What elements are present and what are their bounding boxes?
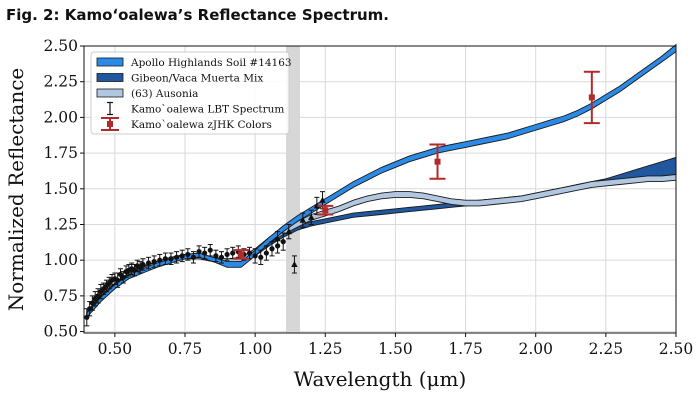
telluric-band bbox=[286, 46, 301, 333]
y-axis-label: Normalized Reflectance bbox=[4, 68, 28, 311]
lbt-point bbox=[213, 253, 219, 259]
lbt-point bbox=[269, 246, 275, 252]
lbt-point bbox=[115, 277, 121, 283]
lbt-point bbox=[246, 250, 253, 256]
lbt-point bbox=[95, 293, 101, 299]
y-tick-label: 1.50 bbox=[43, 180, 78, 198]
lbt-point bbox=[151, 259, 157, 265]
lbt-nir-point bbox=[308, 213, 315, 220]
x-tick-label: 2.50 bbox=[659, 340, 694, 358]
lbt-point bbox=[185, 251, 191, 258]
lbt-point bbox=[202, 250, 208, 256]
lbt-nir-point bbox=[274, 235, 281, 242]
lbt-point bbox=[263, 250, 269, 256]
lbt-point bbox=[230, 250, 236, 256]
y-tick-label: 0.75 bbox=[43, 287, 78, 305]
zjhk-point bbox=[588, 94, 595, 101]
lbt-point bbox=[140, 261, 146, 268]
lbt-point bbox=[224, 251, 230, 258]
legend-item-gibeon-label: Gibeon/Vaca Muerta Mix bbox=[131, 73, 263, 85]
y-tick-label: 2.25 bbox=[43, 73, 78, 91]
legend: Apollo Highlands Soil #14163 Gibeon/Vaca … bbox=[90, 51, 292, 135]
x-tick-label: 1.00 bbox=[238, 340, 273, 358]
lbt-point bbox=[258, 254, 264, 260]
lbt-point bbox=[120, 274, 126, 280]
x-tick-label: 2.00 bbox=[518, 340, 553, 358]
points-layer bbox=[84, 70, 600, 327]
legend-item-gibeon-swatch bbox=[96, 73, 124, 82]
x-axis-ticks: 0.50 0.75 1.00 1.25 1.50 1.75 2.00 2.25 2.50 bbox=[98, 333, 694, 358]
lbt-point bbox=[168, 256, 174, 262]
lbt-nir-point bbox=[319, 196, 326, 203]
legend-item-zjhk-marker bbox=[107, 121, 113, 127]
lbt-point bbox=[218, 254, 225, 260]
y-axis-ticks: 0.50 0.75 1.00 1.25 1.50 1.75 2.00 2.25 2.50 bbox=[43, 37, 84, 341]
lbt-nir-point bbox=[285, 228, 293, 235]
zjhk-point bbox=[322, 207, 329, 214]
legend-item-ausonia-swatch bbox=[96, 88, 124, 98]
lbt-point bbox=[157, 257, 163, 263]
absorption-band-shading bbox=[286, 46, 301, 333]
x-tick-label: 0.50 bbox=[98, 340, 133, 358]
figure-title: Fig. 2: Kamoʻoalewa’s Reflectance Spectr… bbox=[6, 6, 389, 24]
lbt-point bbox=[190, 254, 197, 260]
x-tick-label: 1.50 bbox=[378, 340, 413, 358]
y-tick-label: 2.50 bbox=[43, 37, 78, 55]
zjhk-point bbox=[238, 251, 245, 258]
x-axis-label: Wavelength (μm) bbox=[294, 367, 467, 391]
legend-item-ausonia-label: (63) Ausonia bbox=[131, 88, 198, 100]
plot-frame bbox=[83, 45, 677, 334]
x-tick-label: 2.25 bbox=[589, 340, 624, 358]
lbt-point bbox=[196, 249, 202, 255]
lbt-point bbox=[252, 253, 258, 259]
y-tick-label: 1.00 bbox=[43, 251, 78, 269]
lbt-point bbox=[89, 300, 96, 306]
y-tick-label: 1.25 bbox=[43, 215, 78, 233]
lbt-point bbox=[280, 239, 286, 245]
y-tick-label: 0.50 bbox=[43, 323, 78, 341]
lbt-point bbox=[162, 256, 168, 262]
legend-item-lbt-label: Kamo`oalewa LBT Spectrum bbox=[131, 104, 284, 116]
y-tick-label: 2.00 bbox=[43, 108, 78, 126]
legend-item-apollo-label: Apollo Highlands Soil #14163 bbox=[130, 57, 292, 69]
series-band-gibeon-vaca-muerta-mix bbox=[86, 156, 677, 318]
legend-box bbox=[90, 51, 290, 135]
x-tick-label: 1.75 bbox=[448, 340, 483, 358]
lbt-nir-point bbox=[291, 260, 298, 267]
lbt-point bbox=[173, 254, 180, 260]
zjhk-point bbox=[434, 158, 441, 165]
lbt-point bbox=[145, 260, 152, 266]
legend-item-apollo-swatch bbox=[96, 57, 124, 67]
lbt-point bbox=[179, 253, 185, 259]
legend-item-zjhk-label: Kamo`oalewa zJHK Colors bbox=[131, 119, 272, 131]
lbt-point bbox=[207, 247, 213, 253]
y-tick-label: 1.75 bbox=[43, 144, 78, 162]
x-tick-label: 1.25 bbox=[308, 340, 343, 358]
lbt-nir-point bbox=[299, 216, 307, 223]
x-tick-label: 0.75 bbox=[168, 340, 203, 358]
